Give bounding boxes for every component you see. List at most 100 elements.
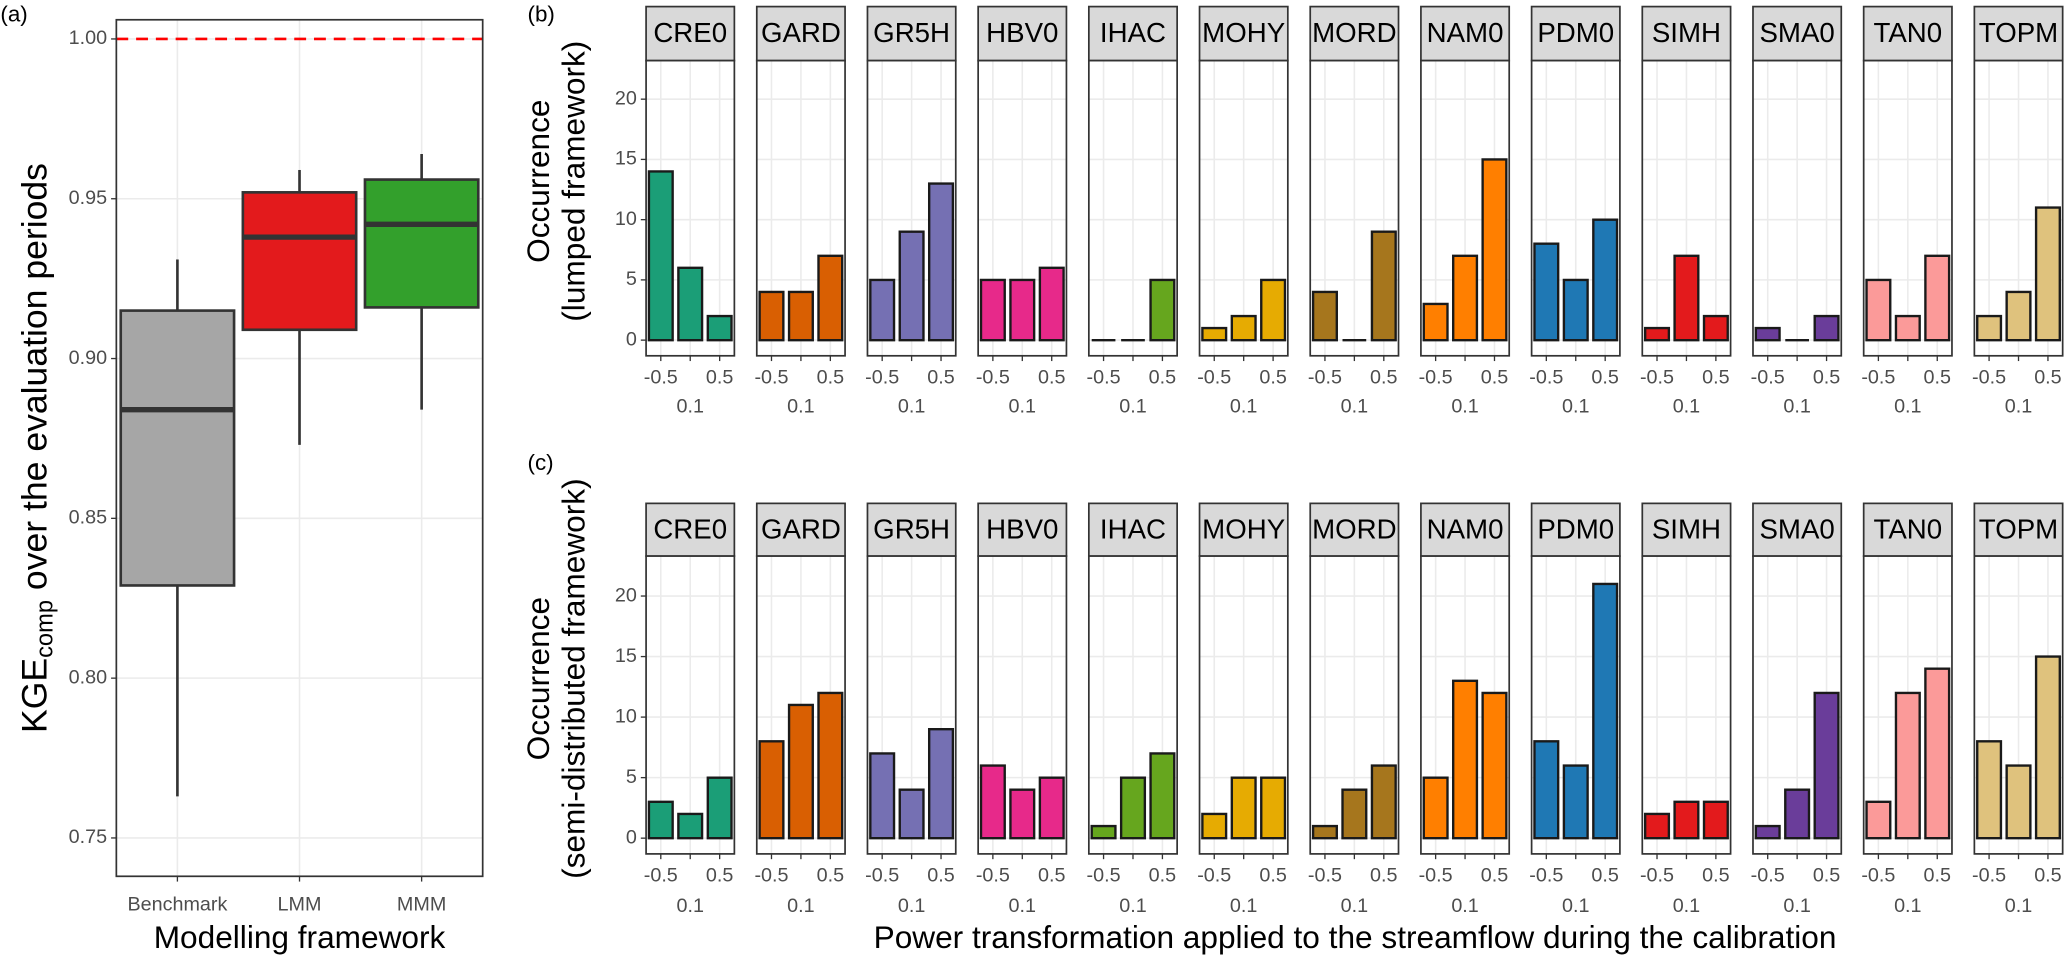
strip	[1198, 5, 1289, 62]
bar	[787, 703, 814, 840]
plot-border	[1530, 59, 1621, 357]
plot-border	[866, 555, 957, 855]
y-tick-label: 0.80	[69, 666, 107, 688]
bar	[1533, 740, 1560, 840]
plot-border	[1309, 555, 1400, 855]
x-tick-label: 0.5	[2034, 865, 2061, 887]
bar	[1592, 582, 1619, 840]
plot-border	[1752, 59, 1843, 357]
x-tick-label: 0.1	[1673, 395, 1700, 417]
y-tick-label: 0.90	[69, 347, 107, 369]
bar	[1422, 776, 1449, 840]
bar	[677, 812, 704, 840]
x-tick-label: -0.5	[976, 366, 1010, 388]
strip-label: SMA0	[1759, 17, 1834, 48]
strip-label: NAM0	[1427, 513, 1504, 544]
x-tick-label: -0.5	[1087, 366, 1121, 388]
bar	[869, 752, 896, 840]
strip-label: IHAC	[1100, 17, 1166, 48]
bar	[1370, 230, 1397, 342]
y-tick-label: 10	[615, 705, 637, 727]
bar	[1201, 326, 1228, 342]
bar	[927, 728, 955, 840]
strip	[1641, 502, 1732, 557]
strip	[1198, 502, 1289, 557]
y-axis-label: (semi-distributed framework)	[556, 478, 592, 878]
x-tick-label: 0.5	[706, 865, 733, 887]
bar	[1341, 788, 1368, 840]
bar	[1865, 278, 1892, 342]
bar	[1533, 242, 1560, 342]
y-tick-label: 0.95	[69, 187, 107, 209]
x-tick-label: 0.1	[1119, 895, 1146, 917]
bar	[1149, 278, 1176, 342]
strip-label: TAN0	[1874, 17, 1943, 48]
x-tick-label: 0.5	[927, 366, 954, 388]
plot-border	[1973, 59, 2064, 357]
bar	[1813, 691, 1840, 840]
bar	[1038, 776, 1065, 840]
strip	[1973, 5, 2064, 62]
bar	[1009, 788, 1036, 840]
bar	[1754, 824, 1781, 840]
bar	[758, 740, 785, 840]
bar	[647, 800, 674, 840]
bar	[1976, 314, 2003, 342]
x-tick-label: 0.5	[1481, 366, 1508, 388]
x-tick-label: Benchmark	[127, 894, 227, 916]
x-tick-label: 0.1	[787, 395, 814, 417]
bar	[1481, 691, 1508, 840]
x-tick-label: 0.1	[2005, 395, 2032, 417]
x-tick-label: -0.5	[1751, 366, 1785, 388]
bar	[1643, 812, 1671, 840]
x-tick-label: 0.5	[706, 366, 733, 388]
x-tick-label: -0.5	[644, 366, 678, 388]
plot-border	[1420, 555, 1511, 855]
plot-border	[1087, 59, 1178, 357]
plot-border	[1752, 555, 1843, 855]
bar	[1673, 254, 1700, 342]
plot-border	[1973, 555, 2064, 855]
plot-border	[1530, 555, 1621, 855]
strip-label: MORD	[1312, 17, 1397, 48]
x-tick-label: 0.5	[1370, 366, 1397, 388]
x-tick-label: 0.5	[1149, 366, 1176, 388]
bar	[1702, 800, 1729, 840]
x-tick-label: -0.5	[1640, 865, 1674, 887]
bar	[2005, 290, 2032, 342]
strip	[866, 5, 957, 62]
x-tick-label: 0.1	[1783, 895, 1810, 917]
bar	[1754, 326, 1781, 342]
strip-label: GR5H	[873, 17, 950, 48]
strip	[755, 5, 846, 62]
x-tick-label: 0.5	[1038, 865, 1065, 887]
bar	[1149, 752, 1176, 840]
bar	[927, 182, 955, 342]
y-axis-label: Occurrence	[520, 100, 556, 263]
bar	[1924, 254, 1951, 342]
plot-border	[645, 59, 736, 357]
bar	[2034, 206, 2061, 342]
y-tick-label: 0.75	[69, 826, 107, 848]
bar	[1673, 800, 1700, 840]
y-label-main: KGE	[15, 658, 55, 733]
strip-label: TOPM	[1979, 513, 2058, 544]
x-tick-label: -0.5	[1419, 366, 1453, 388]
bar	[817, 254, 844, 342]
x-tick-label: -0.5	[754, 865, 788, 887]
y-tick-label: 10	[615, 208, 637, 230]
strip-label: NAM0	[1427, 17, 1504, 48]
bar	[1813, 314, 1840, 342]
y-axis-label: KGEcomp over the evaluation periods	[15, 163, 59, 733]
x-tick-label: 0.5	[1370, 865, 1397, 887]
x-tick-label: 0.1	[1451, 395, 1478, 417]
panel-label: (c)	[527, 450, 553, 475]
x-tick-label: -0.5	[754, 366, 788, 388]
strip-label: MOHY	[1202, 513, 1285, 544]
x-tick-label: 0.1	[1341, 395, 1368, 417]
panel-label: (a)	[0, 2, 27, 27]
strip-label: PDM0	[1537, 17, 1614, 48]
plot-border	[755, 59, 846, 357]
bar	[1201, 812, 1228, 840]
